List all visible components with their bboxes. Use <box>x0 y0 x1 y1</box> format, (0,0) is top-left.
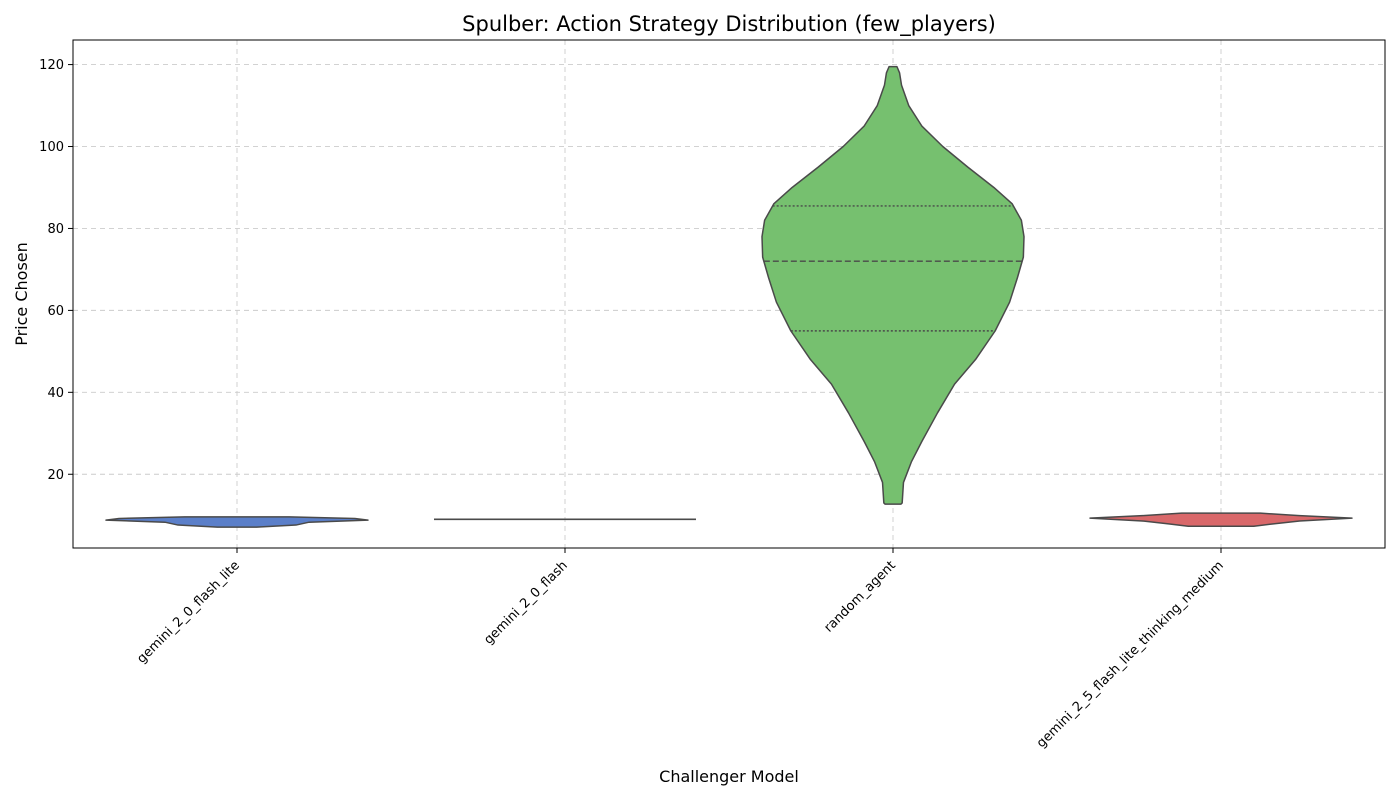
plot-frame <box>72 39 1386 549</box>
violin-gemini_2_0_flash_lite <box>105 516 369 528</box>
x-axis-label: Challenger Model <box>659 767 799 786</box>
x-tick-label: gemini_2_0_flash <box>481 558 571 648</box>
y-tick-label: 80 <box>47 222 64 237</box>
y-ticks: 20 40 60 80 100 120 <box>39 58 73 483</box>
x-tick-label: gemini_2_0_flash_lite <box>134 558 242 666</box>
y-tick-label: 60 <box>47 304 64 319</box>
x-tick-label: random_agent <box>821 558 898 635</box>
violin-gemini_2_5_flash_lite_thinking_medium <box>1089 512 1353 528</box>
violin-body <box>1089 512 1353 528</box>
chart-title: Spulber: Action Strategy Distribution (f… <box>462 12 996 37</box>
x-ticks: gemini_2_0_flash_lite gemini_2_0_flash ran… <box>134 548 1227 751</box>
y-tick-label: 20 <box>47 468 64 483</box>
violins <box>105 65 1353 528</box>
y-tick-label: 40 <box>47 386 64 401</box>
y-tick-label: 120 <box>39 58 64 73</box>
y-tick-label: 100 <box>39 140 64 155</box>
x-tick-label: gemini_2_5_flash_lite_thinking_medium <box>1034 558 1227 751</box>
grid <box>73 40 1385 548</box>
violin-body <box>105 516 369 528</box>
violin-random_agent <box>761 65 1025 505</box>
y-axis-label: Price Chosen <box>12 242 31 346</box>
violin-body <box>761 65 1025 505</box>
